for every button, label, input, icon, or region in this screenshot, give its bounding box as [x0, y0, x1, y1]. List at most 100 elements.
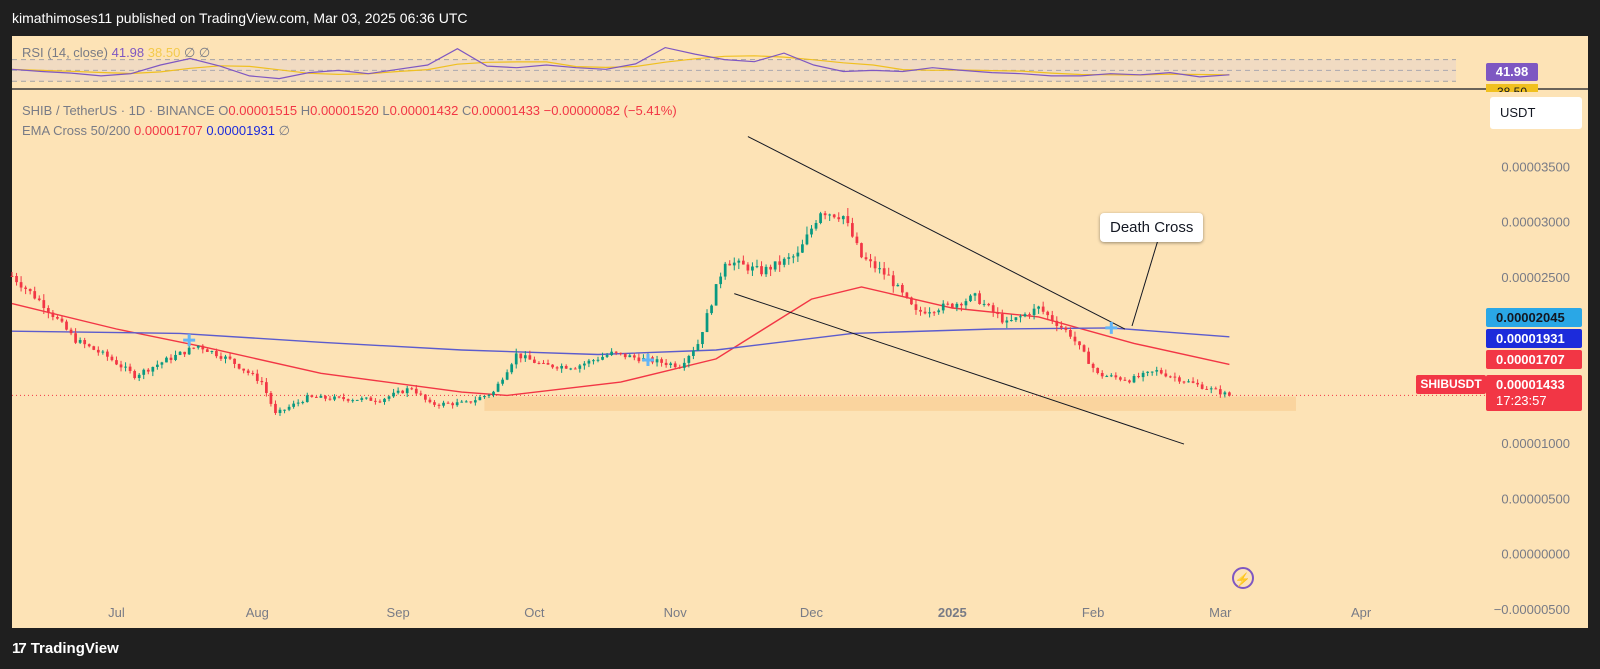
candle-body	[737, 260, 741, 263]
candle-body	[142, 369, 146, 375]
x-tick-label: Oct	[524, 605, 545, 620]
candle-body	[219, 356, 223, 359]
candle-body	[19, 282, 23, 288]
x-tick-label: Jul	[108, 605, 125, 620]
candle-body	[269, 393, 273, 404]
candle-body	[914, 304, 918, 310]
candle-body	[1200, 384, 1204, 389]
candle-body	[101, 351, 105, 353]
candle-body	[192, 347, 196, 349]
candle-body	[396, 390, 400, 393]
candle-body	[955, 303, 959, 308]
ema-legend: EMA Cross 50/200 0.00001707 0.00001931 ∅	[22, 123, 290, 139]
candle-body	[1019, 316, 1022, 318]
lightning-target-icon[interactable]: ⚡	[1232, 567, 1254, 589]
candle-body	[401, 390, 405, 394]
candle-body	[823, 213, 827, 216]
candle-body	[351, 400, 355, 402]
currency-button[interactable]: USDT	[1490, 97, 1582, 129]
candle-body	[987, 303, 991, 306]
candle-body	[364, 397, 368, 399]
candle-body	[682, 362, 686, 368]
candle-body	[623, 353, 627, 358]
candle-body	[673, 363, 677, 368]
candle-body	[705, 313, 709, 333]
y-tick-label: 0.00000500	[1501, 491, 1570, 506]
candle-body	[882, 268, 886, 275]
candle-body	[887, 274, 891, 276]
candle-body	[1041, 306, 1045, 312]
ema-cross-marker	[1105, 321, 1118, 334]
candle-body	[296, 402, 300, 404]
candle-body	[610, 351, 613, 356]
tradingview-brand: TradingView	[30, 640, 119, 657]
candle-body	[1159, 370, 1163, 374]
candle-body	[160, 362, 164, 365]
rsi-extra-icon: ∅ ∅	[183, 45, 211, 60]
candle-body	[1146, 371, 1150, 373]
candle-body	[1223, 392, 1227, 395]
candle-body	[801, 244, 804, 253]
candle-body	[1173, 376, 1177, 378]
candle-body	[492, 391, 495, 395]
candle-body	[1228, 392, 1231, 396]
candle-body	[1069, 329, 1072, 337]
candle-body	[964, 301, 968, 306]
candle-body	[1132, 376, 1136, 383]
rsi-ma-value: 38.50	[147, 45, 181, 60]
candle-body	[569, 368, 573, 370]
candle-body	[237, 363, 241, 369]
candle-body	[205, 349, 209, 352]
ema-label[interactable]: EMA Cross 50/200	[22, 123, 131, 138]
support-box	[484, 396, 1296, 411]
symbol-label[interactable]: SHIB / TetherUS · 1D · BINANCE	[22, 103, 215, 118]
ema-extra: ∅	[278, 123, 290, 138]
candle-body	[1010, 320, 1013, 322]
rsi-legend: RSI (14, close) 41.98 38.50 ∅ ∅	[22, 45, 210, 61]
candle-body	[1046, 311, 1050, 316]
candle-body	[941, 303, 945, 311]
open-label: O	[218, 103, 229, 118]
candle-body	[841, 216, 845, 220]
tradingview-logo[interactable]: 17 TradingView	[12, 640, 119, 657]
price-tag-cross: 0.00002045	[1486, 308, 1582, 327]
candle-body	[328, 398, 332, 400]
candle-body	[1059, 325, 1063, 328]
candle-body	[165, 357, 168, 363]
rsi-value: 41.98	[111, 45, 145, 60]
candle-body	[196, 345, 200, 348]
candle-body	[950, 303, 954, 308]
x-tick-label: Dec	[800, 605, 824, 620]
candle-body	[419, 393, 423, 395]
candle-body	[619, 352, 623, 354]
candle-body	[991, 305, 995, 313]
price-axis: 0.000040000.000035000.000030000.00002500…	[1494, 104, 1570, 617]
candle-body	[473, 400, 477, 403]
time-axis: Jul Aug Sep Oct Nov Dec 2025 Feb Mar Apr	[108, 605, 1372, 620]
candle-body	[560, 365, 564, 369]
death-cross-label[interactable]: Death Cross	[1100, 213, 1204, 242]
candle-body	[1196, 382, 1199, 385]
candle-body	[1137, 376, 1140, 378]
candle-body	[414, 388, 418, 394]
candle-body	[869, 259, 872, 262]
candle-body	[242, 368, 246, 371]
candle-body	[819, 213, 822, 224]
candle-body	[1128, 380, 1131, 383]
candle-body	[900, 284, 904, 293]
candle-body	[33, 291, 37, 299]
candle-body	[115, 360, 118, 365]
candle-body	[996, 312, 1000, 315]
y-tick-label: 0.00003500	[1501, 159, 1570, 174]
candle-body	[387, 396, 391, 399]
candle-body	[1064, 327, 1068, 330]
rsi-label: RSI (14, close)	[22, 45, 108, 60]
candle-body	[728, 263, 732, 266]
candle-body	[1178, 377, 1181, 382]
candle-body	[960, 303, 963, 306]
candle-body	[864, 257, 868, 260]
candle-body	[787, 257, 791, 259]
candle-body	[814, 223, 818, 229]
change-value: −0.00000082 (−5.41%)	[543, 103, 677, 118]
